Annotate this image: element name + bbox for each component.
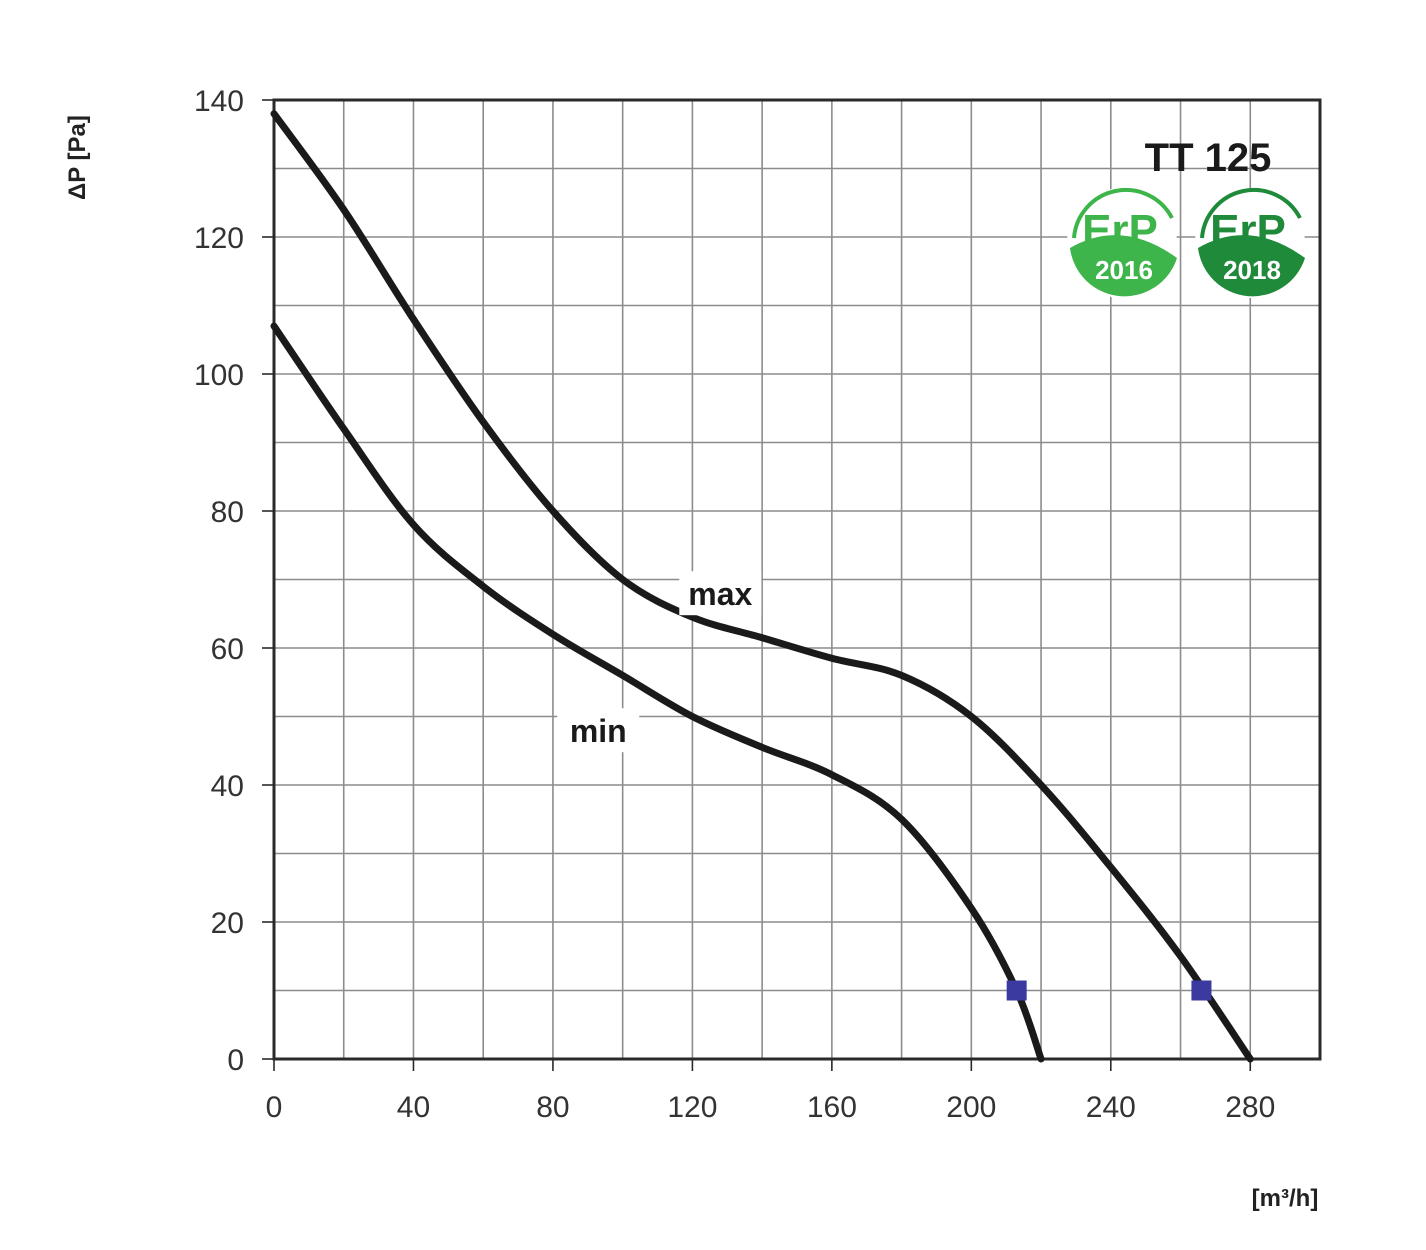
model-title: TT 125 (1145, 136, 1272, 180)
leaf-shape-icon (1070, 235, 1177, 297)
x-tick-label: 240 (1086, 1091, 1136, 1124)
y-tick-label: 100 (194, 359, 244, 392)
tick-labels: 0 40 80 120 160 200 240 280 0 20 40 60 80 100 120 140 (194, 85, 1275, 1124)
erp-text: ErP (1082, 206, 1158, 255)
y-tick-label: 120 (194, 222, 244, 255)
x-tick-label: 280 (1225, 1091, 1275, 1124)
erp-year: 2016 (1095, 255, 1153, 285)
erp-year: 2018 (1223, 255, 1281, 285)
y-tick-label: 140 (194, 85, 244, 118)
label-max: max (688, 576, 752, 612)
marker-min (1006, 980, 1027, 1001)
label-bg-max (679, 571, 762, 616)
y-tick-label: 80 (211, 496, 244, 529)
x-tick-label: 40 (397, 1091, 430, 1124)
y-tick-label: 0 (227, 1044, 244, 1077)
x-tick-label: 200 (946, 1091, 996, 1124)
y-tick-label: 60 (211, 633, 244, 666)
x-tick-label: 0 (266, 1091, 283, 1124)
operating-point-markers (1006, 980, 1212, 1001)
x-axis-title: [m³/h] (1252, 1185, 1319, 1212)
curves (270, 110, 1254, 1063)
leaf-shape-icon (1198, 235, 1305, 297)
x-tick-label: 80 (536, 1091, 569, 1124)
erp-text: ErP (1210, 206, 1286, 255)
label-min: min (570, 713, 627, 749)
axes (272, 98, 1322, 1061)
y-axis-title: ΔP [Pa] (64, 115, 91, 200)
x-tick-label: 120 (667, 1091, 717, 1124)
y-tick-label: 40 (211, 770, 244, 803)
label-bg-min (557, 708, 640, 753)
curve-min (270, 322, 1045, 1063)
marker-max (1191, 980, 1212, 1001)
y-tick-label: 20 (211, 907, 244, 940)
x-tick-label: 160 (807, 1091, 857, 1124)
series-labels: max min (557, 571, 762, 753)
curve-max (270, 110, 1254, 1063)
plot-frame (272, 98, 1322, 1061)
